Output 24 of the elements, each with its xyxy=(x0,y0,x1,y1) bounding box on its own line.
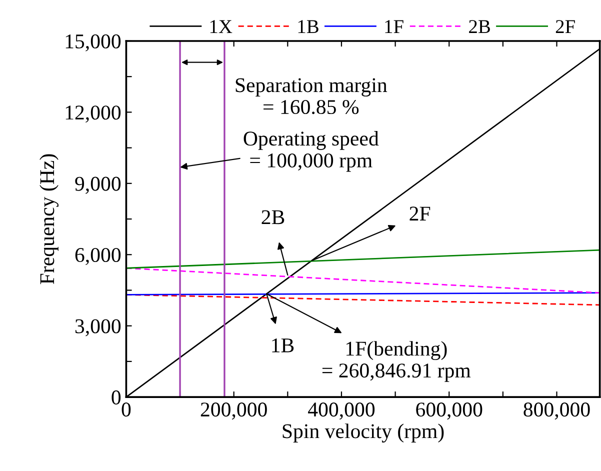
y-tick-label: 9,000 xyxy=(75,176,121,194)
annotation: 2F xyxy=(410,206,430,220)
x-tick-label: 200,000 xyxy=(200,402,267,420)
y-tick-label: 0 xyxy=(112,390,121,404)
annotation: 1F(bending) = 260,846.91 rpm xyxy=(322,341,471,382)
x-tick-label: 800,000 xyxy=(524,402,590,420)
annotation: Separation margin = 160.85 % xyxy=(236,78,388,114)
annotation: 1B xyxy=(272,338,294,352)
y-tick-label: 6,000 xyxy=(75,248,121,266)
legend-label: 1F xyxy=(385,20,404,33)
x-tick-label: 400,000 xyxy=(308,402,375,420)
y-tick-label: 12,000 xyxy=(66,106,121,123)
x-axis-title: Spin velocity (rpm) xyxy=(282,424,444,443)
y-axis-title: Frequency (Hz) xyxy=(40,154,58,284)
legend-label: 1X xyxy=(210,20,232,33)
legend-label: 1B xyxy=(298,20,318,34)
y-tick-label: 3,000 xyxy=(75,319,121,336)
y-tick-label: 15,000 xyxy=(66,34,121,52)
x-tick-label: 600,000 xyxy=(416,402,482,420)
legend-label: 2B xyxy=(469,20,490,34)
x-tick-label: 0 xyxy=(122,402,131,417)
legend-label: 2F xyxy=(556,20,575,33)
annotation: 2B xyxy=(262,210,284,224)
annotation: Operating speed = 100,000 rpm xyxy=(244,130,379,172)
